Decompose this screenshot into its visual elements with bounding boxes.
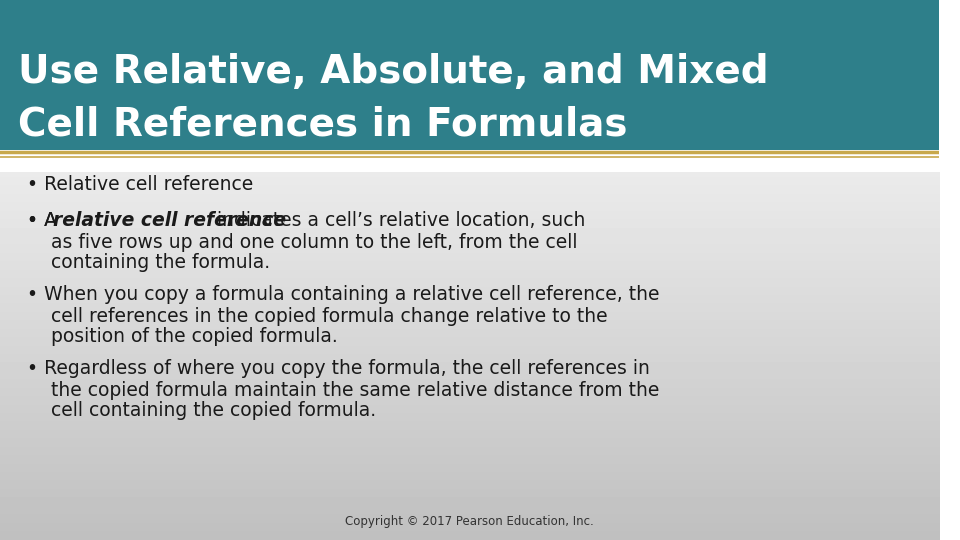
Text: indicates a cell’s relative location, such: indicates a cell’s relative location, su…	[211, 211, 586, 229]
Text: • A: • A	[28, 211, 63, 229]
Text: cell containing the copied formula.: cell containing the copied formula.	[51, 402, 376, 421]
Text: Copyright © 2017 Pearson Education, Inc.: Copyright © 2017 Pearson Education, Inc.	[346, 516, 594, 529]
Text: Cell References in Formulas: Cell References in Formulas	[17, 106, 627, 144]
Text: • When you copy a formula containing a relative cell reference, the: • When you copy a formula containing a r…	[28, 286, 660, 305]
Text: relative cell reference: relative cell reference	[53, 211, 286, 229]
Text: as five rows up and one column to the left, from the cell: as five rows up and one column to the le…	[51, 233, 577, 252]
Text: cell references in the copied formula change relative to the: cell references in the copied formula ch…	[51, 307, 608, 326]
Text: the copied formula maintain the same relative distance from the: the copied formula maintain the same rel…	[51, 381, 660, 400]
Text: Use Relative, Absolute, and Mixed: Use Relative, Absolute, and Mixed	[17, 53, 768, 91]
Text: • A: • A	[28, 211, 63, 229]
Text: • Relative cell reference: • Relative cell reference	[28, 176, 253, 194]
FancyBboxPatch shape	[0, 0, 940, 150]
Text: position of the copied formula.: position of the copied formula.	[51, 327, 338, 347]
Text: containing the formula.: containing the formula.	[51, 253, 270, 273]
Text: • Regardless of where you copy the formula, the cell references in: • Regardless of where you copy the formu…	[28, 360, 650, 379]
